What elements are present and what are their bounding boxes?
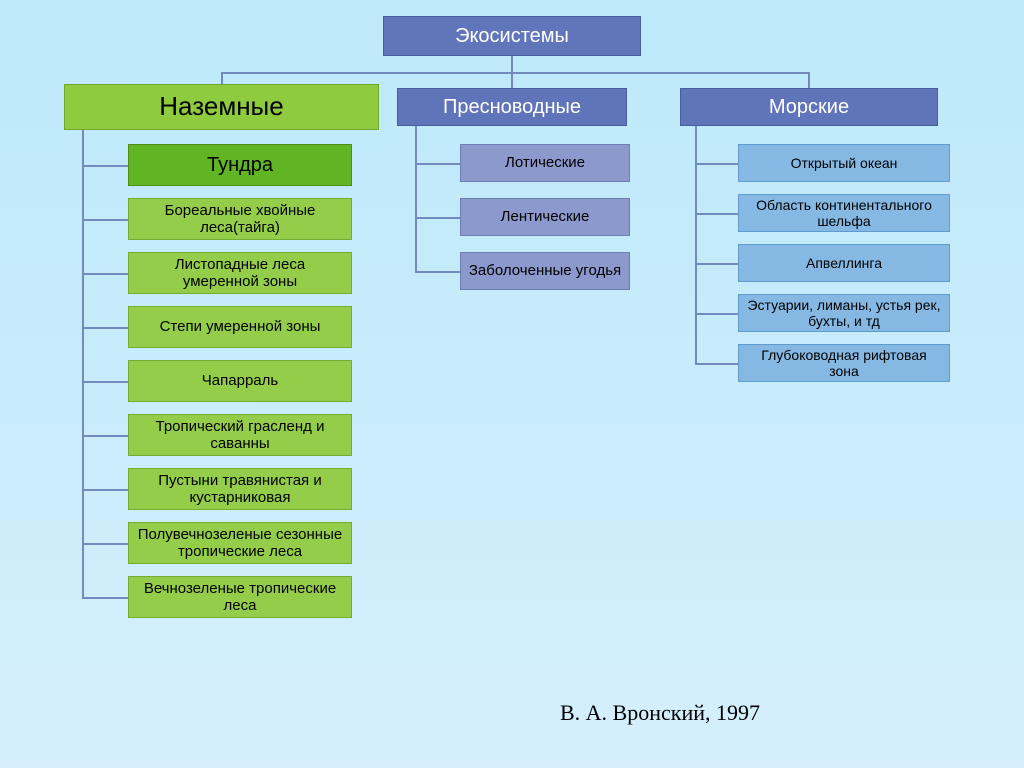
connector-h bbox=[695, 263, 738, 265]
connector-v bbox=[808, 72, 810, 88]
connector-h bbox=[695, 163, 738, 165]
connector-v bbox=[221, 72, 223, 84]
connector-h bbox=[222, 72, 810, 74]
citation-text: В. А. Вронский, 1997 bbox=[560, 700, 760, 726]
item-terrestrial-2: Листопадные леса умеренной зоны bbox=[128, 252, 352, 294]
item-terrestrial-6: Пустыни травянистая и кустарниковая bbox=[128, 468, 352, 510]
connector-h bbox=[82, 165, 128, 167]
branch-header-terrestrial: Наземные bbox=[64, 84, 379, 130]
item-freshwater-2: Заболоченные угодья bbox=[460, 252, 630, 290]
item-terrestrial-1: Бореальные хвойные леса(тайга) bbox=[128, 198, 352, 240]
item-terrestrial-8: Вечнозеленые тропические леса bbox=[128, 576, 352, 618]
connector-h bbox=[415, 217, 460, 219]
connector-h bbox=[695, 313, 738, 315]
connector-h bbox=[82, 489, 128, 491]
item-terrestrial-7: Полувечнозеленые сезонные тропические ле… bbox=[128, 522, 352, 564]
item-marine-3: Эстуарии, лиманы, устья рек, бухты, и тд bbox=[738, 294, 950, 332]
branch-header-marine: Морские bbox=[680, 88, 938, 126]
item-freshwater-1: Лентические bbox=[460, 198, 630, 236]
item-marine-4: Глубоководная рифтовая зона bbox=[738, 344, 950, 382]
branch-header-freshwater: Пресноводные bbox=[397, 88, 627, 126]
connector-v bbox=[415, 126, 417, 273]
connector-h bbox=[82, 543, 128, 545]
item-marine-2: Апвеллинга bbox=[738, 244, 950, 282]
connector-h bbox=[82, 597, 128, 599]
connector-h bbox=[82, 327, 128, 329]
item-terrestrial-3: Степи умеренной зоны bbox=[128, 306, 352, 348]
connector-h bbox=[82, 219, 128, 221]
connector-h bbox=[82, 435, 128, 437]
connector-v bbox=[82, 130, 84, 599]
connector-v bbox=[511, 56, 513, 72]
root-node: Экосистемы bbox=[383, 16, 641, 56]
connector-v bbox=[511, 72, 513, 88]
connector-h bbox=[82, 381, 128, 383]
connector-h bbox=[695, 363, 738, 365]
item-terrestrial-5: Тропический грасленд и саванны bbox=[128, 414, 352, 456]
connector-h bbox=[82, 273, 128, 275]
item-marine-1: Область континентального шельфа bbox=[738, 194, 950, 232]
connector-h bbox=[415, 163, 460, 165]
item-freshwater-0: Лотические bbox=[460, 144, 630, 182]
connector-h bbox=[415, 271, 460, 273]
connector-v bbox=[695, 126, 697, 365]
item-terrestrial-4: Чапарраль bbox=[128, 360, 352, 402]
item-marine-0: Открытый океан bbox=[738, 144, 950, 182]
item-terrestrial-0: Тундра bbox=[128, 144, 352, 186]
connector-h bbox=[695, 213, 738, 215]
